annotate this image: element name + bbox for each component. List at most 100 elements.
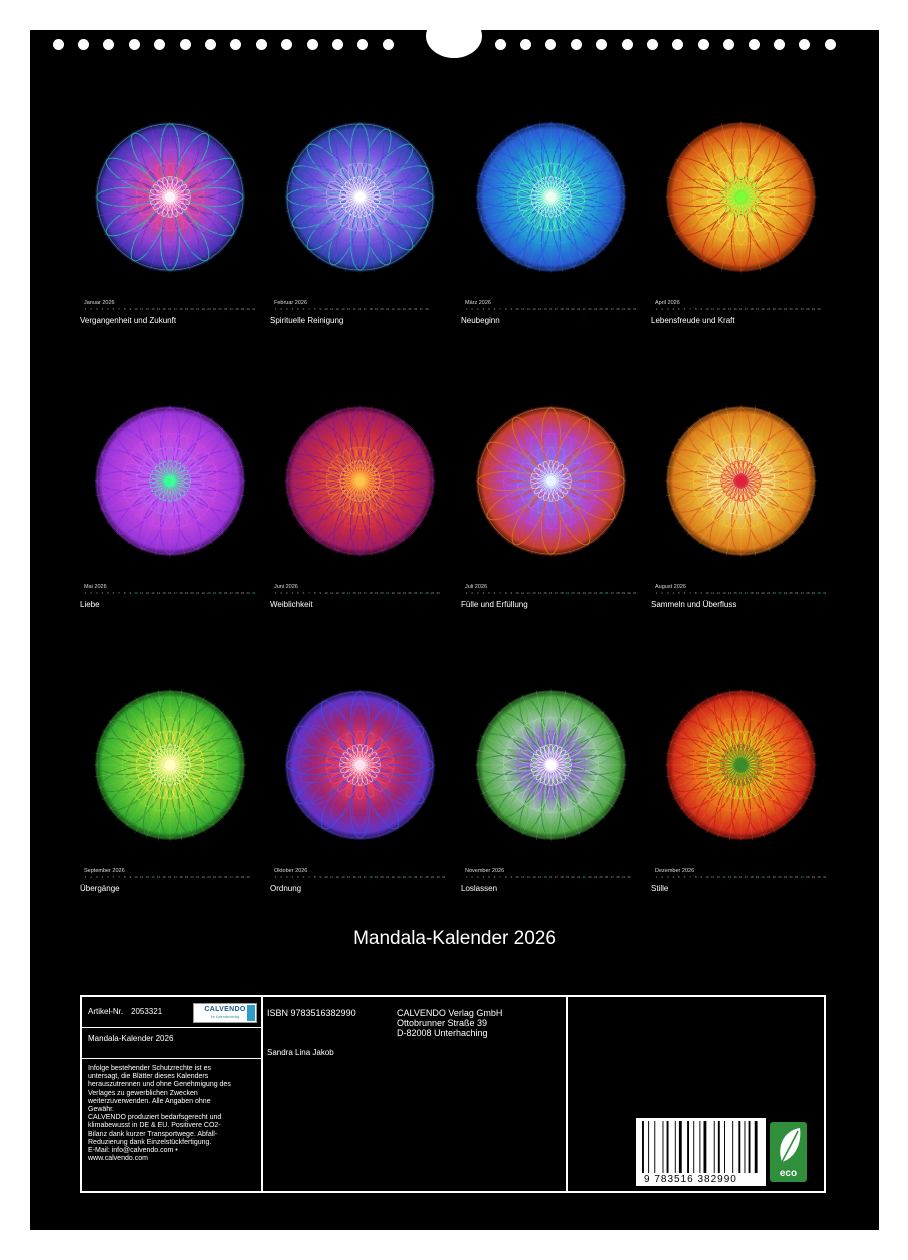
day-number: 29 [811, 591, 816, 595]
day-number: 30 [246, 307, 250, 311]
day-number: 20 [761, 591, 765, 595]
barcode-bar [648, 1121, 650, 1173]
day-number: 18 [750, 875, 754, 879]
binding-hole [204, 39, 216, 50]
day-number: 29 [430, 875, 435, 879]
day-number: 2 [471, 875, 473, 879]
day-number: 13 [532, 875, 536, 879]
day-number: 31 [252, 307, 256, 311]
day-number: 8 [313, 875, 316, 879]
day-number: 21 [767, 875, 771, 879]
day-number: 4 [101, 307, 104, 311]
publisher-line: D-82008 Unterhaching [397, 1028, 488, 1038]
month-caption: Spirituelle Reinigung [270, 316, 344, 325]
day-number: 21 [196, 307, 200, 311]
day-number: 21 [577, 875, 581, 879]
day-number: 26 [224, 875, 228, 879]
day-number: 2 [90, 875, 92, 879]
mandala-image [664, 688, 818, 842]
month-name: Oktober 2026 [274, 868, 308, 874]
day-number: 10 [515, 591, 519, 595]
day-number: 16 [358, 307, 362, 311]
month-name: Mai 2026 [84, 584, 107, 590]
day-number: 9 [700, 591, 703, 595]
day-number: 21 [196, 591, 200, 595]
day-number: 11 [140, 307, 144, 311]
mandala-image [474, 120, 628, 274]
day-number: 19 [755, 591, 760, 595]
day-number: 7 [308, 307, 310, 311]
day-number: 7 [118, 591, 120, 595]
day-number: 11 [711, 875, 715, 879]
day-number: 29 [621, 591, 626, 595]
day-number: 12 [145, 591, 149, 595]
day-number: 15 [352, 307, 356, 311]
binding-hole [331, 39, 343, 50]
month-caption: Fülle und Erfüllung [461, 600, 528, 609]
day-number: 25 [408, 307, 412, 311]
day-number: 30 [817, 591, 821, 595]
day-number: 2 [661, 307, 663, 311]
day-number: 9 [129, 591, 132, 595]
day-number: 14 [727, 307, 732, 311]
month-caption: Liebe [80, 600, 100, 609]
day-number: 17 [744, 591, 748, 595]
month-cell: September 2026 1 2 3 4 5 6 7 8 9 10 11 12 13 14 15 16 17 1… [80, 680, 260, 920]
month-name: Juli 2026 [465, 584, 488, 590]
legal-line: untersagt, die Blätter dieses Kalenders [88, 1073, 209, 1081]
day-number: 24 [593, 875, 598, 879]
day-number: 1 [465, 591, 468, 595]
day-number: 7 [499, 307, 501, 311]
day-strip: 1 2 3 4 5 6 7 8 9 10 11 12 13 14 15 16 17 18 19 20 21 22 23 24 2… [274, 591, 450, 596]
month-cell: Dezember 2026 1 2 3 4 5 6 7 8 9 10 11 12 13 14 15 16 17 18… [651, 680, 831, 920]
barcode-bar [693, 1121, 695, 1173]
day-number: 21 [767, 307, 771, 311]
barcode-digits: 9 783516 382990 [644, 1174, 737, 1185]
day-number: 9 [510, 875, 513, 879]
day-number: 23 [588, 875, 592, 879]
day-number: 9 [129, 307, 132, 311]
binding-hole [494, 39, 506, 50]
month-cell: November 2026 1 2 3 4 5 6 7 8 9 10 11 12 13 14 15 16 17 18… [461, 680, 641, 920]
day-number: 14 [156, 875, 161, 879]
day-number: 25 [599, 307, 603, 311]
day-number: 15 [543, 591, 547, 595]
day-number: 14 [156, 591, 161, 595]
day-number: 13 [341, 591, 345, 595]
day-number: 11 [711, 591, 715, 595]
logo-tagline: Ihr Kalenderverlag [210, 1015, 240, 1019]
day-number: 2 [661, 875, 663, 879]
day-number: 21 [386, 875, 390, 879]
day-number: 29 [811, 875, 816, 879]
day-number: 31 [252, 591, 256, 595]
day-number: 23 [207, 875, 211, 879]
legal-line: weiterzuverwenden. Alle Angaben ohne [88, 1097, 211, 1105]
day-number: 26 [605, 875, 609, 879]
barcode-bar [666, 1121, 669, 1173]
day-number: 25 [408, 875, 412, 879]
day-number: 15 [162, 307, 166, 311]
day-number: 12 [145, 307, 149, 311]
day-number: 19 [565, 875, 570, 879]
day-number: 26 [795, 307, 799, 311]
product-name: Mandala-Kalender 2026 [88, 1034, 174, 1043]
day-number: 7 [118, 875, 120, 879]
day-number: 22 [391, 307, 395, 311]
day-number: 8 [313, 307, 316, 311]
day-number: 17 [554, 875, 558, 879]
day-number: 29 [240, 875, 245, 879]
day-number: 4 [672, 591, 675, 595]
mandala-image [93, 688, 247, 842]
day-number: 19 [565, 591, 570, 595]
day-number: 28 [806, 591, 810, 595]
day-number: 26 [224, 307, 228, 311]
day-number: 15 [733, 307, 737, 311]
day-number: 24 [593, 591, 598, 595]
legal-line: Verlages zu gewerblichen Zwecken [88, 1089, 198, 1097]
binding-hole [519, 39, 531, 50]
month-name: März 2026 [465, 300, 491, 306]
day-strip: 1 2 3 4 5 6 7 8 9 10 11 12 13 14 15 16 17 18 19 20 21 22 23 24 2… [465, 875, 641, 880]
day-number: 2 [280, 875, 282, 879]
day-number: 14 [346, 307, 351, 311]
calvendo-logo: CALVENDO Ihr Kalenderverlag [193, 1003, 257, 1023]
